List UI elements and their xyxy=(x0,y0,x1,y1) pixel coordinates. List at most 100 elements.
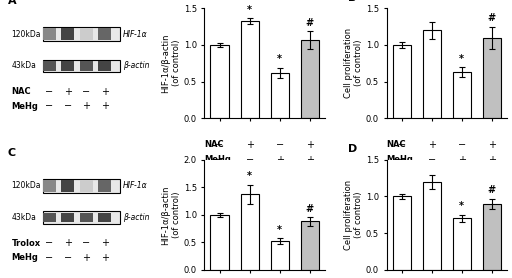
Bar xyxy=(80,61,93,71)
Text: −: − xyxy=(398,155,406,165)
Text: −: − xyxy=(45,253,53,263)
Bar xyxy=(241,21,259,118)
Bar xyxy=(61,61,74,71)
Text: HIF-1α: HIF-1α xyxy=(122,30,147,39)
Text: −: − xyxy=(82,238,90,248)
Bar xyxy=(44,60,120,72)
Bar xyxy=(210,45,228,118)
Bar xyxy=(98,213,111,222)
Text: 43kDa: 43kDa xyxy=(12,213,36,222)
Text: *: * xyxy=(459,54,464,64)
Bar xyxy=(42,61,56,71)
Bar xyxy=(393,45,411,118)
Text: MeHg: MeHg xyxy=(387,155,414,165)
Text: +: + xyxy=(488,140,496,150)
Text: MeHg: MeHg xyxy=(12,101,38,111)
Bar xyxy=(98,28,111,40)
Text: −: − xyxy=(45,238,53,248)
Text: −: − xyxy=(245,155,253,165)
Text: 43kDa: 43kDa xyxy=(12,61,36,71)
Y-axis label: HIF-1α/β-actin
(of control): HIF-1α/β-actin (of control) xyxy=(162,33,181,93)
Bar xyxy=(98,61,111,71)
Text: Trolox: Trolox xyxy=(12,239,40,248)
Text: −: − xyxy=(398,140,406,150)
Text: NAC: NAC xyxy=(12,87,31,96)
Text: −: − xyxy=(458,140,466,150)
Text: −: − xyxy=(428,155,436,165)
Text: −: − xyxy=(63,101,72,111)
Bar xyxy=(270,73,289,118)
Text: β-actin: β-actin xyxy=(122,213,149,222)
Bar xyxy=(270,241,289,270)
Bar xyxy=(423,30,441,118)
Bar xyxy=(453,72,471,118)
Text: −: − xyxy=(82,87,90,97)
Bar xyxy=(42,28,56,40)
Text: +: + xyxy=(428,140,436,150)
Text: NAC: NAC xyxy=(387,140,407,149)
Text: +: + xyxy=(458,155,466,165)
Text: +: + xyxy=(275,155,284,165)
Text: #: # xyxy=(306,204,314,214)
Text: #: # xyxy=(488,185,496,195)
Bar xyxy=(44,27,120,41)
Bar xyxy=(42,180,56,192)
Bar xyxy=(61,28,74,40)
Text: β-actin: β-actin xyxy=(122,61,149,71)
Text: *: * xyxy=(459,202,464,212)
Bar xyxy=(453,219,471,270)
Bar xyxy=(241,194,259,270)
Text: +: + xyxy=(101,253,109,263)
Bar xyxy=(44,178,120,193)
Text: *: * xyxy=(247,4,252,14)
Text: *: * xyxy=(247,171,252,181)
Text: MeHg: MeHg xyxy=(204,155,231,165)
Text: +: + xyxy=(101,101,109,111)
Text: +: + xyxy=(63,238,72,248)
Bar xyxy=(301,221,318,270)
Bar xyxy=(423,182,441,270)
Text: HIF-1α: HIF-1α xyxy=(122,181,147,190)
Bar xyxy=(80,180,93,192)
Y-axis label: HIF-1α/β-actin
(of control): HIF-1α/β-actin (of control) xyxy=(162,185,181,245)
Bar xyxy=(393,197,411,270)
Bar xyxy=(61,213,74,222)
Text: MeHg: MeHg xyxy=(12,253,38,262)
Text: −: − xyxy=(63,253,72,263)
Text: +: + xyxy=(306,155,314,165)
Text: D: D xyxy=(348,144,357,154)
Bar xyxy=(210,215,228,270)
Bar xyxy=(483,38,501,118)
Text: +: + xyxy=(82,101,90,111)
Text: B: B xyxy=(348,0,357,3)
Text: −: − xyxy=(45,87,53,97)
Text: A: A xyxy=(8,0,16,6)
Text: +: + xyxy=(488,155,496,165)
Text: −: − xyxy=(45,101,53,111)
Bar xyxy=(98,180,111,192)
Text: −: − xyxy=(275,140,284,150)
Text: +: + xyxy=(101,238,109,248)
Bar xyxy=(301,40,318,118)
Text: NAC: NAC xyxy=(204,140,224,149)
Y-axis label: Cell proliferation
(of control): Cell proliferation (of control) xyxy=(344,180,363,250)
Text: +: + xyxy=(306,140,314,150)
Bar xyxy=(80,28,93,40)
Text: +: + xyxy=(246,140,253,150)
Text: *: * xyxy=(277,54,282,64)
Text: 120kDa: 120kDa xyxy=(12,30,41,39)
Y-axis label: Cell proliferation
(of control): Cell proliferation (of control) xyxy=(344,28,363,98)
Text: *: * xyxy=(277,225,282,235)
Text: −: − xyxy=(216,155,224,165)
Bar xyxy=(42,213,56,222)
Text: +: + xyxy=(101,87,109,97)
Text: +: + xyxy=(63,87,72,97)
Text: 120kDa: 120kDa xyxy=(12,181,41,190)
Bar xyxy=(44,212,120,224)
Text: #: # xyxy=(306,18,314,28)
Text: C: C xyxy=(8,148,16,158)
Bar xyxy=(80,213,93,222)
Bar xyxy=(61,180,74,192)
Text: −: − xyxy=(216,140,224,150)
Text: #: # xyxy=(488,13,496,23)
